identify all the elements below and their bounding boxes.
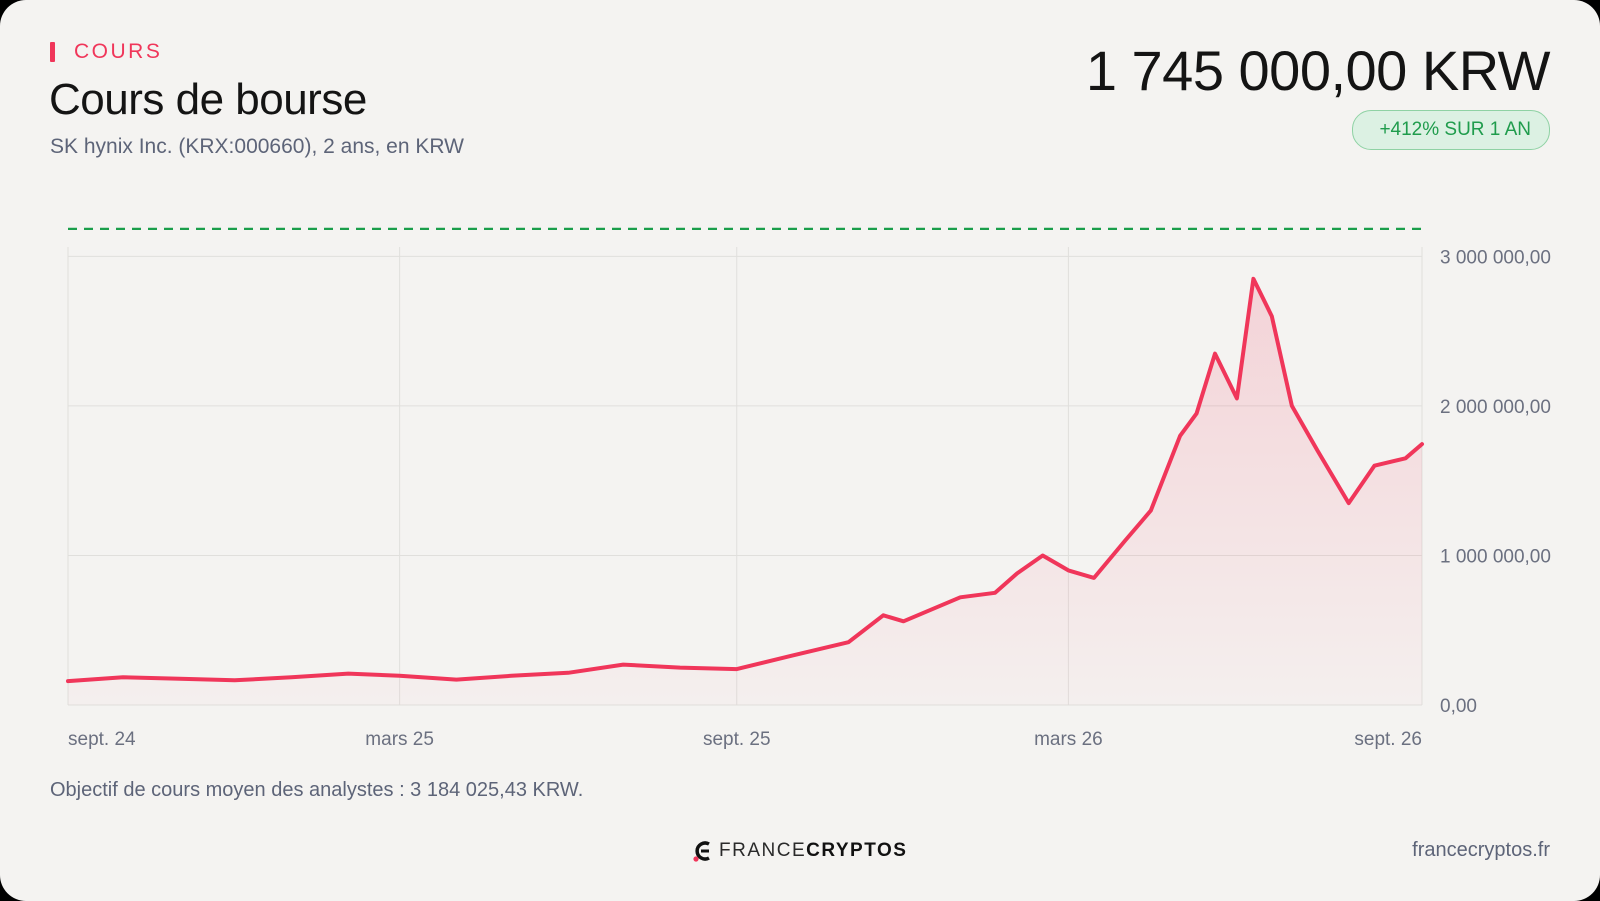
analyst-target-note: Objectif de cours moyen des analystes : … bbox=[50, 779, 584, 801]
brand-logo: FRANCE CRYPTOS bbox=[693, 840, 907, 862]
brand-name-part2: CRYPTOS bbox=[806, 840, 908, 861]
eyebrow-accent-bar bbox=[50, 42, 55, 62]
current-price: 1 745 000,00 KRW bbox=[1085, 39, 1551, 102]
x-tick-label: sept. 25 bbox=[703, 729, 771, 750]
page-title: Cours de bourse bbox=[49, 75, 367, 124]
eyebrow-label: COURS bbox=[74, 40, 163, 63]
price-area bbox=[68, 278, 1422, 705]
brand-name-part1: FRANCE bbox=[719, 840, 807, 861]
y-tick-label: 0,00 bbox=[1440, 696, 1477, 717]
x-tick-label: sept. 26 bbox=[1354, 729, 1422, 750]
series-layer bbox=[66, 276, 1424, 705]
change-badge: +412% SUR 1 AN bbox=[1352, 110, 1550, 150]
section-eyebrow: COURS bbox=[50, 40, 162, 64]
y-tick-label: 2 000 000,00 bbox=[1440, 397, 1551, 418]
x-tick-label: mars 26 bbox=[1034, 729, 1103, 750]
x-tick-label: sept. 24 bbox=[68, 729, 136, 750]
y-tick-label: 3 000 000,00 bbox=[1440, 247, 1551, 268]
page-subtitle: SK hynix Inc. (KRX:000660), 2 ans, en KR… bbox=[50, 135, 464, 158]
x-tick-label: mars 25 bbox=[365, 729, 434, 750]
axis-layer: sept. 24 mars 25 sept. 25 mars 26 sept. 26 0,… bbox=[68, 247, 1551, 750]
brand-mark-icon bbox=[693, 841, 710, 862]
site-link[interactable]: francecryptos.fr bbox=[1412, 839, 1550, 861]
y-tick-label: 1 000 000,00 bbox=[1440, 546, 1551, 567]
